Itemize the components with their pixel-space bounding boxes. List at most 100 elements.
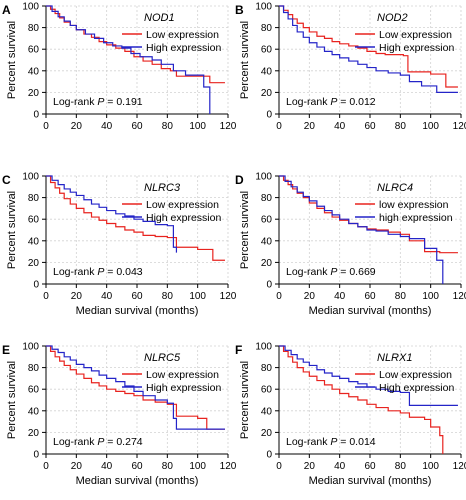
y-tick-label: 40 [28,406,40,417]
y-tick-label: 0 [33,110,39,121]
legend-label: high expression [379,212,453,224]
survival-curve-low [46,175,225,261]
x-tick-label: 20 [304,461,316,472]
legend-label: Low expression [379,29,452,41]
x-tick-label: 60 [364,291,376,302]
y-tick-label: 40 [28,236,40,247]
x-tick-label: 120 [220,121,237,132]
y-tick-label: 100 [22,172,39,183]
y-tick-label: 80 [261,23,273,34]
legend-label: Low expression [146,199,219,211]
panel-letter: A [2,3,11,17]
pvalue-text: Log-rank P = 0.191 [53,96,143,108]
x-tick-label: 100 [422,291,439,302]
x-tick-label: 100 [189,291,206,302]
x-tick-label: 120 [453,461,466,472]
legend-label: Low expression [379,369,452,381]
y-tick-label: 100 [255,172,272,183]
y-tick-label: 40 [261,66,273,77]
y-tick-label: 80 [28,193,40,204]
gene-label: NOD1 [144,12,175,24]
y-tick-label: 100 [22,342,39,353]
legend-label: Low expression [146,29,219,41]
y-tick-label: 20 [28,258,40,269]
x-tick-label: 20 [71,121,83,132]
panel-letter: D [235,173,244,187]
legend-label: High expression [146,42,221,54]
x-tick-label: 20 [304,121,316,132]
y-tick-label: 80 [261,193,273,204]
pvalue-text: Log-rank P = 0.274 [53,436,143,448]
y-tick-label: 40 [261,236,273,247]
survival-curve-low [279,5,458,88]
y-tick-label: 80 [28,363,40,374]
survival-curve-low [46,345,225,430]
survival-curve-high [279,5,458,93]
x-axis-label: Median survival (months) [76,305,199,317]
pvalue-text: Log-rank P = 0.669 [286,266,376,278]
x-tick-label: 60 [131,461,143,472]
panel-letter: F [235,343,242,357]
x-tick-label: 0 [43,121,49,132]
x-tick-label: 80 [162,121,174,132]
survival-curve-low [46,5,225,84]
y-tick-label: 0 [266,450,272,461]
y-tick-label: 20 [261,428,273,439]
gene-label: NLRX1 [377,352,412,364]
x-tick-label: 120 [453,121,466,132]
gene-label: NLRC3 [144,182,181,194]
y-tick-label: 60 [261,45,273,56]
x-tick-label: 80 [395,291,407,302]
x-tick-label: 40 [101,121,113,132]
x-tick-label: 80 [162,291,174,302]
x-axis-label: Median survival (months) [309,305,432,317]
gene-label: NLRC4 [377,182,413,194]
x-tick-label: 80 [395,461,407,472]
gene-label: NLRC5 [144,352,181,364]
x-tick-label: 80 [395,121,407,132]
x-tick-label: 40 [334,461,346,472]
y-axis-label: Percent survival [239,21,251,99]
y-axis-label: Percent survival [6,361,18,439]
x-tick-label: 60 [364,461,376,472]
survival-curve-high [279,345,458,406]
y-tick-label: 80 [28,23,40,34]
x-tick-label: 0 [276,121,282,132]
y-tick-label: 0 [266,280,272,291]
x-tick-label: 60 [131,291,143,302]
x-tick-label: 40 [334,121,346,132]
y-tick-label: 60 [261,215,273,226]
legend-label: High expression [146,212,221,224]
y-tick-label: 40 [261,406,273,417]
panel-letter: E [2,343,10,357]
legend-label: Low expression [146,369,219,381]
gene-label: NOD2 [377,12,408,24]
survival-curve-high [279,175,444,284]
survival-curve-high [46,175,178,253]
x-tick-label: 40 [101,291,113,302]
y-tick-label: 60 [28,215,40,226]
survival-curve-high [46,5,211,114]
x-tick-label: 100 [189,121,206,132]
y-tick-label: 0 [33,450,39,461]
x-tick-label: 80 [162,461,174,472]
legend-label: High expression [146,382,221,394]
y-axis-label: Percent survival [6,191,18,269]
y-tick-label: 100 [22,2,39,13]
y-tick-label: 100 [255,2,272,13]
panel-f: 0 20 40 60 80 100 120 0 20 40 60 80 100 F Percent surv… [235,342,466,488]
y-tick-label: 0 [33,280,39,291]
y-tick-label: 20 [261,258,273,269]
legend-label: High expression [379,42,454,54]
legend-label: low expression [379,199,449,211]
y-axis-label: Percent survival [6,21,18,99]
y-tick-label: 40 [28,66,40,77]
panel-a: 0 20 40 60 80 100 120 0 20 40 60 80 100 A Percent surv… [2,2,237,133]
x-tick-label: 20 [71,291,83,302]
x-axis-label: Median survival (months) [76,475,199,487]
y-axis-label: Percent survival [239,361,251,439]
x-tick-label: 100 [422,461,439,472]
x-tick-label: 60 [364,121,376,132]
x-tick-label: 20 [71,461,83,472]
y-tick-label: 20 [28,428,40,439]
